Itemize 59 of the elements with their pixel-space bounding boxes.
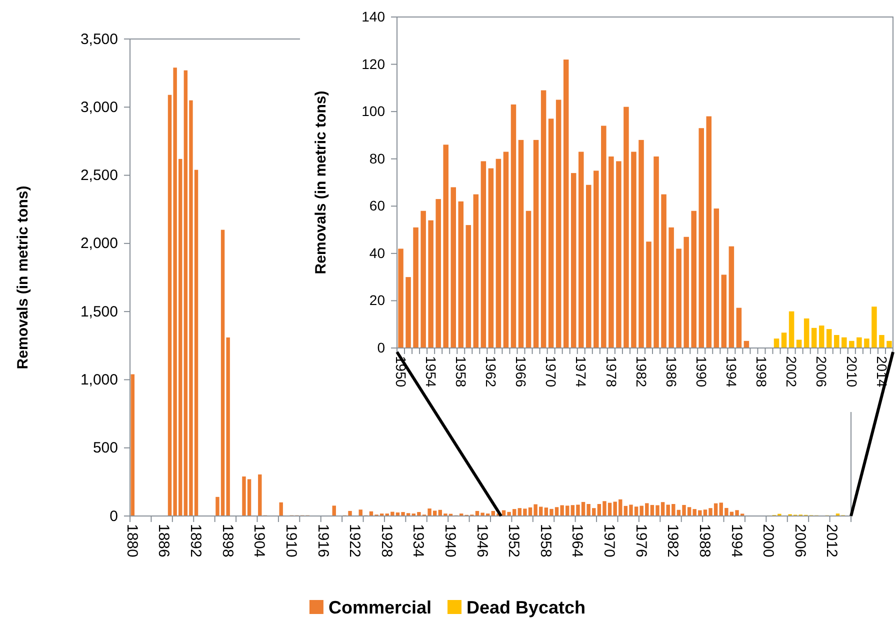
x-tick-label: 1974	[573, 356, 590, 388]
y-tick-label: 0	[377, 339, 386, 356]
x-tick-label: 1964	[568, 524, 586, 558]
y-tick-label: 1,000	[80, 372, 118, 389]
y-tick-label: 1,500	[80, 303, 118, 320]
x-tick-label: 1880	[123, 524, 140, 558]
x-tick-label: 1990	[693, 356, 710, 388]
y-tick-label: 500	[92, 440, 118, 457]
y-tick-label: 3,000	[80, 98, 118, 116]
x-tick-label: 1982	[633, 356, 650, 388]
x-tick-label: 1910	[282, 524, 300, 558]
x-tick-label: 1952	[505, 524, 522, 558]
x-tick-label: 1982	[664, 524, 682, 558]
y-tick-label: 120	[362, 56, 386, 72]
x-tick-label: 2002	[784, 356, 800, 388]
x-tick-label: 1958	[536, 524, 554, 558]
x-tick-label: 1950	[392, 356, 409, 388]
y-tick-label: 2,000	[80, 235, 118, 252]
y-tick-label: 20	[369, 292, 386, 308]
x-tick-label: 1922	[346, 524, 364, 558]
x-tick-label: 2000	[760, 524, 777, 558]
x-tick-label: 1962	[483, 356, 500, 388]
y-tick-label: 80	[369, 150, 386, 166]
y-tick-label: 100	[362, 103, 386, 120]
x-tick-label: 2012	[823, 524, 840, 558]
x-tick-label: 1976	[632, 524, 650, 558]
y-axis-title: Removals (in metric tons)	[312, 90, 330, 274]
x-tick-label: 1970	[600, 524, 618, 558]
x-tick-label: 2010	[844, 356, 860, 388]
y-tick-label: 0	[110, 508, 118, 525]
y-axis-title: Removals (in metric tons)	[14, 186, 32, 370]
x-tick-label: 1978	[603, 356, 620, 388]
x-tick-label: 1904	[250, 524, 268, 558]
x-tick-label: 1916	[314, 524, 332, 558]
x-tick-label: 1988	[696, 524, 713, 558]
x-tick-label: 1970	[543, 356, 560, 388]
y-tick-label: 60	[369, 198, 386, 214]
x-tick-label: 2006	[814, 356, 830, 388]
x-tick-label: 1892	[187, 524, 204, 558]
y-tick-label: 2,500	[80, 167, 118, 184]
y-tick-label: 40	[369, 244, 386, 261]
x-tick-label: 1958	[452, 356, 469, 388]
x-tick-label: 1946	[473, 524, 490, 558]
x-tick-label: 1966	[513, 356, 530, 388]
x-tick-label: 1954	[422, 356, 439, 388]
legend-label: Dead Bycatch	[466, 597, 586, 618]
y-tick-label: 140	[362, 8, 386, 24]
x-tick-label: 1998	[754, 356, 770, 388]
x-tick-label: 1928	[378, 524, 395, 558]
x-tick-label: 1934	[410, 524, 427, 558]
x-tick-label: 1986	[663, 356, 680, 388]
y-tick-label: 3,500	[80, 30, 118, 48]
x-tick-label: 1886	[155, 524, 172, 558]
legend-label: Commercial	[328, 597, 432, 618]
x-tick-label: 1994	[728, 524, 745, 558]
x-tick-label: 1898	[218, 524, 236, 558]
x-tick-label: 1994	[724, 356, 740, 388]
x-tick-label: 1940	[441, 524, 458, 558]
x-tick-label: 2006	[791, 524, 808, 558]
